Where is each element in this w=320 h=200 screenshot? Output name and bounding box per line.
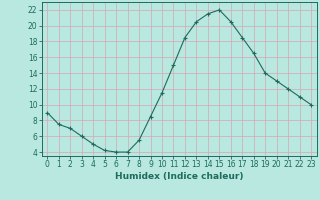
X-axis label: Humidex (Indice chaleur): Humidex (Indice chaleur) (115, 172, 244, 181)
